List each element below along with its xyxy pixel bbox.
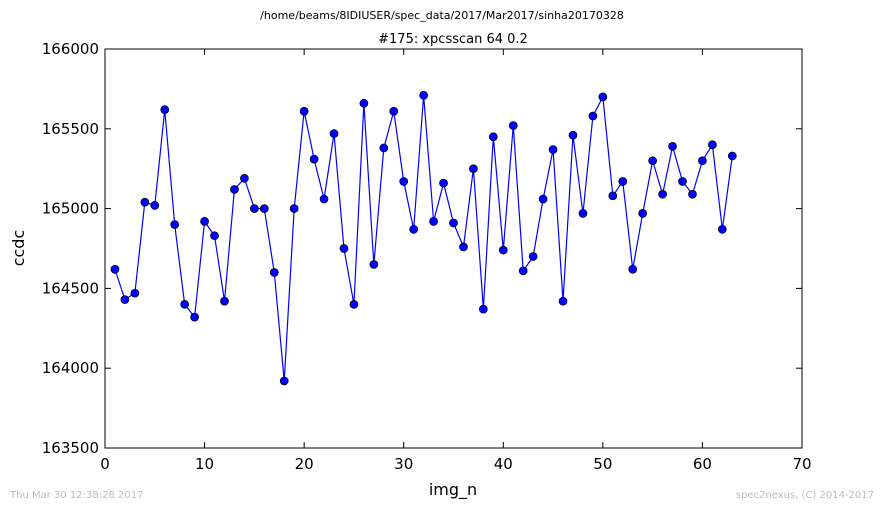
data-point [479, 304, 488, 314]
data-point [469, 164, 478, 174]
data-point [717, 224, 727, 234]
data-point [439, 178, 448, 188]
data-point [518, 266, 528, 276]
x-tick-label: 70 [792, 455, 811, 473]
data-point [130, 288, 140, 298]
data-point [688, 189, 697, 199]
data-point [648, 156, 657, 166]
data-point [449, 218, 458, 228]
x-tick-label: 30 [394, 455, 413, 473]
data-point [210, 231, 219, 241]
data-point [568, 130, 578, 140]
data-point [678, 177, 687, 186]
x-tick-label: 60 [693, 455, 712, 473]
file-path: /home/beams/8IDIUSER/spec_data/2017/Mar2… [260, 9, 624, 22]
data-point [459, 242, 468, 252]
data-point [200, 217, 209, 226]
data-point [230, 185, 239, 194]
y-axis-label: ccdc [9, 230, 28, 267]
data-point [279, 376, 289, 386]
data-point [419, 90, 428, 100]
data-point [309, 154, 319, 164]
data-point [329, 129, 339, 138]
y-tick-label: 165500 [42, 120, 99, 138]
data-point [488, 132, 498, 142]
x-tick-label: 10 [195, 455, 214, 473]
data-point [259, 204, 269, 213]
data-point [250, 204, 259, 213]
axis-layer: 0 10 20 30 40 50 60 70 163500 164000 164500 165000 1… [42, 40, 812, 473]
data-point [150, 201, 160, 210]
data-point [638, 209, 648, 218]
data-point [608, 191, 618, 201]
data-point [389, 106, 399, 116]
data-point [588, 111, 598, 121]
data-point [220, 296, 229, 306]
data-point [240, 173, 249, 183]
data-point [160, 105, 170, 114]
data-point [598, 92, 608, 102]
data-point [658, 189, 667, 199]
timestamp: Thu Mar 30 12:38:28 2017 [9, 490, 143, 501]
x-tick-label: 50 [593, 455, 612, 473]
data-point [727, 151, 737, 161]
data-point [668, 142, 677, 151]
data-point [429, 217, 438, 226]
data-point [538, 194, 548, 204]
series-layer [110, 90, 737, 386]
y-tick-label: 164000 [42, 359, 99, 377]
chart-title: #175: xpcsscan 64 0.2 [378, 32, 528, 47]
data-point [379, 143, 389, 153]
data-point [359, 98, 369, 108]
y-tick-label: 163500 [42, 439, 99, 457]
data-point [190, 312, 199, 322]
x-tick-label: 40 [494, 455, 513, 473]
data-point [528, 252, 538, 261]
data-point [369, 260, 379, 269]
data-point [618, 177, 628, 186]
data-point [180, 300, 190, 309]
credit-text: spec2nexus, (C) 2014-2017 [736, 490, 874, 501]
x-axis-label: img_n [429, 480, 477, 500]
x-tick-label: 20 [295, 455, 314, 473]
y-tick-label: 164500 [42, 279, 99, 297]
y-tick-label: 165000 [42, 200, 99, 218]
y-tick-label: 166000 [42, 40, 99, 58]
data-point [110, 264, 120, 274]
data-point [289, 204, 299, 213]
data-point [170, 220, 180, 229]
data-point [628, 264, 638, 274]
data-point [698, 156, 707, 166]
data-point [319, 194, 329, 204]
data-point [409, 224, 419, 234]
data-point [578, 209, 588, 218]
series-line [114, 94, 733, 382]
data-point [339, 244, 349, 253]
plot-frame [104, 48, 803, 449]
data-point [558, 296, 568, 306]
data-point [498, 245, 508, 255]
data-point [120, 295, 130, 304]
data-point [548, 145, 558, 154]
data-point [708, 140, 717, 150]
data-point [508, 121, 518, 130]
data-point [140, 197, 150, 207]
data-point [299, 106, 309, 116]
data-point [269, 268, 279, 277]
data-point [349, 300, 359, 309]
x-tick-label: 0 [100, 455, 110, 473]
data-point [399, 177, 409, 186]
